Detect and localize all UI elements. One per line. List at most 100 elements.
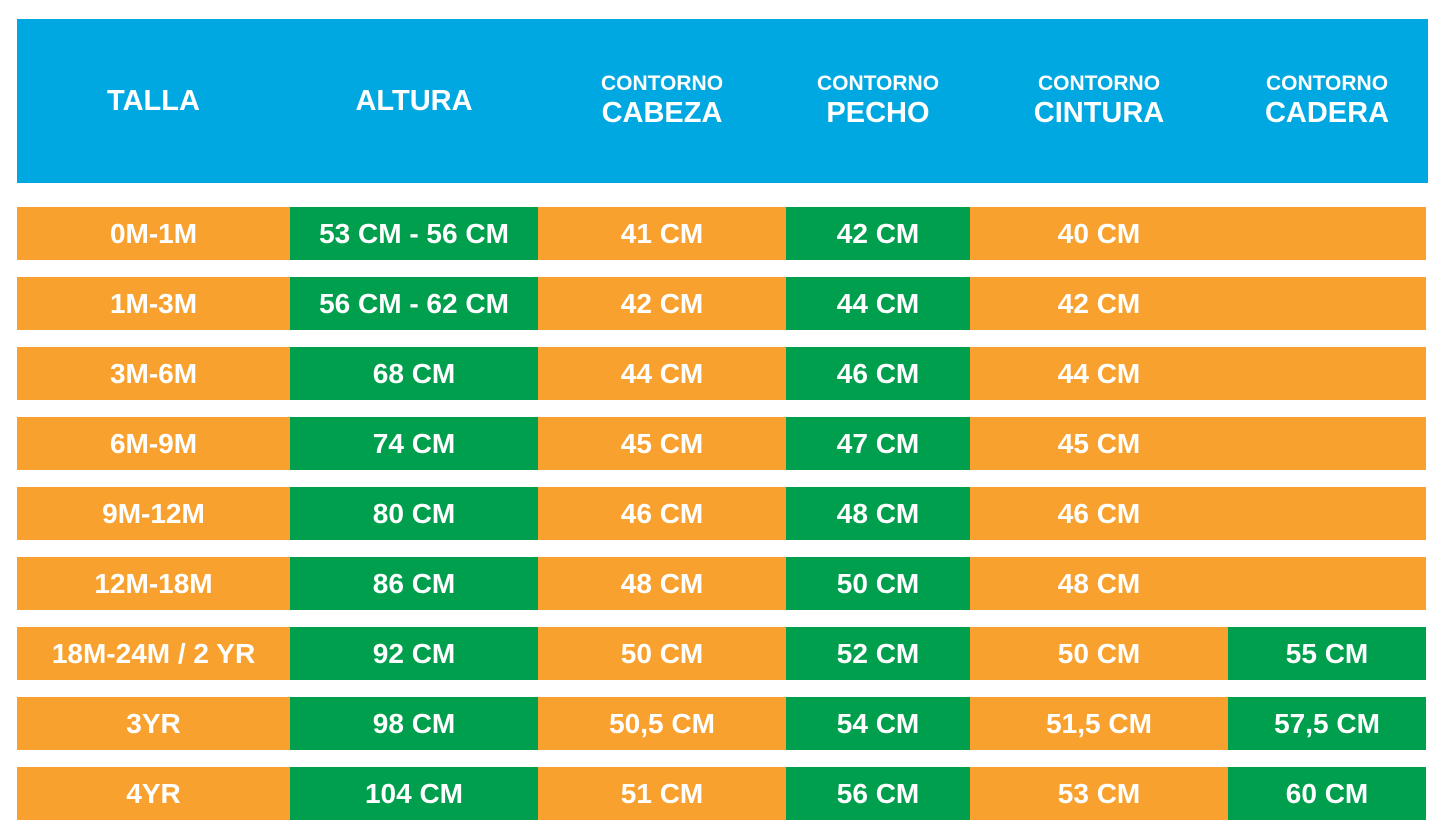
table-cell: 60 CM <box>1228 767 1426 820</box>
table-cell: 45 CM <box>970 417 1228 470</box>
header-top: CONTORNO <box>1037 72 1161 95</box>
cell-text: 54 CM <box>836 707 920 739</box>
cell-text: 42 CM <box>620 287 704 319</box>
header-cell: ALTURA <box>290 19 538 183</box>
header-top: CONTORNO <box>816 72 940 95</box>
header-main: CINTURA <box>1033 97 1165 129</box>
cell-text: 3YR <box>126 707 181 739</box>
cell-text: 50 CM <box>620 637 704 669</box>
table-cell: 46 CM <box>970 487 1228 540</box>
header-cell: TALLA <box>17 19 290 183</box>
header-cell: CONTORNO CABEZA <box>538 19 786 183</box>
header-bar <box>17 19 1428 183</box>
cell-text: 80 CM <box>372 497 456 529</box>
table-cell: 9M-12M <box>17 487 290 540</box>
table-cell: 48 CM <box>970 557 1228 610</box>
table-cell: 92 CM <box>290 627 538 680</box>
table-cell: 98 CM <box>290 697 538 750</box>
cell-text: 55 CM <box>1285 637 1369 669</box>
table-cell <box>1228 347 1426 400</box>
table-cell: 18M-24M / 2 YR <box>17 627 290 680</box>
table-cell: 68 CM <box>290 347 538 400</box>
table-cell: 56 CM - 62 CM <box>290 277 538 330</box>
cell-text: 104 CM <box>364 777 464 809</box>
table-cell: 52 CM <box>786 627 970 680</box>
cell-text: 41 CM <box>620 217 704 249</box>
table-cell: 53 CM <box>970 767 1228 820</box>
cell-text: 3M-6M <box>109 357 198 389</box>
cell-text: 9M-12M <box>102 497 205 529</box>
header-cell: CONTORNO CINTURA <box>970 19 1228 183</box>
table-cell: 74 CM <box>290 417 538 470</box>
cell-text: 56 CM <box>836 777 920 809</box>
table-cell: 42 CM <box>786 207 970 260</box>
table-cell: 54 CM <box>786 697 970 750</box>
header-main: CABEZA <box>601 97 723 129</box>
table-cell: 1M-3M <box>17 277 290 330</box>
table-cell: 104 CM <box>290 767 538 820</box>
cell-text: 44 CM <box>620 357 704 389</box>
table-cell: 42 CM <box>970 277 1228 330</box>
table-cell: 45 CM <box>538 417 786 470</box>
table-cell: 50,5 CM <box>538 697 786 750</box>
table-cell <box>1228 557 1426 610</box>
table-cell: 3M-6M <box>17 347 290 400</box>
cell-text: 48 CM <box>1057 567 1141 599</box>
table-cell: 4YR <box>17 767 290 820</box>
cell-text: 86 CM <box>372 567 456 599</box>
table-cell: 51 CM <box>538 767 786 820</box>
table-cell: 80 CM <box>290 487 538 540</box>
cell-text: 45 CM <box>1057 427 1141 459</box>
table-cell: 53 CM - 56 CM <box>290 207 538 260</box>
cell-text: 46 CM <box>1057 497 1141 529</box>
table-cell: 50 CM <box>786 557 970 610</box>
cell-text: 56 CM - 62 CM <box>319 287 509 319</box>
cell-text: 48 CM <box>620 567 704 599</box>
cell-text: 98 CM <box>372 707 456 739</box>
table-cell: 86 CM <box>290 557 538 610</box>
header-cell: CONTORNO CADERA <box>1228 19 1426 183</box>
cell-text: 42 CM <box>836 217 920 249</box>
table-cell: 50 CM <box>538 627 786 680</box>
table-cell: 0M-1M <box>17 207 290 260</box>
cell-text: 6M-9M <box>109 427 198 459</box>
cell-text: 53 CM - 56 CM <box>319 217 509 249</box>
header-main: CADERA <box>1264 97 1390 129</box>
cell-text: 40 CM <box>1057 217 1141 249</box>
cell-text: 44 CM <box>836 287 920 319</box>
table-cell: 51,5 CM <box>970 697 1228 750</box>
table-cell: 48 CM <box>786 487 970 540</box>
table-cell: 47 CM <box>786 417 970 470</box>
header-cell: CONTORNO PECHO <box>786 19 970 183</box>
cell-text: 44 CM <box>1057 357 1141 389</box>
table-cell: 57,5 CM <box>1228 697 1426 750</box>
cell-text: 46 CM <box>620 497 704 529</box>
cell-text: 57,5 CM <box>1274 707 1380 739</box>
table-cell <box>1228 207 1426 260</box>
table-cell: 48 CM <box>538 557 786 610</box>
cell-text: 46 CM <box>836 357 920 389</box>
header-top: CONTORNO <box>600 72 724 95</box>
cell-text: 68 CM <box>372 357 456 389</box>
table-cell: 42 CM <box>538 277 786 330</box>
table-cell: 50 CM <box>970 627 1228 680</box>
table-cell: 41 CM <box>538 207 786 260</box>
cell-text: 0M-1M <box>109 217 198 249</box>
cell-text: 74 CM <box>372 427 456 459</box>
cell-text: 50 CM <box>836 567 920 599</box>
cell-text: 1M-3M <box>109 287 198 319</box>
table-cell <box>1228 487 1426 540</box>
cell-text: 50 CM <box>1057 637 1141 669</box>
table-cell <box>1228 277 1426 330</box>
table-cell: 46 CM <box>786 347 970 400</box>
table-cell: 44 CM <box>970 347 1228 400</box>
table-cell: 46 CM <box>538 487 786 540</box>
cell-text: 53 CM <box>1057 777 1141 809</box>
table-cell: 44 CM <box>538 347 786 400</box>
cell-text: 50,5 CM <box>609 707 715 739</box>
header-main: TALLA <box>107 85 200 117</box>
cell-text: 48 CM <box>836 497 920 529</box>
table-cell: 12M-18M <box>17 557 290 610</box>
header-main: PECHO <box>826 97 930 129</box>
cell-text: 45 CM <box>620 427 704 459</box>
